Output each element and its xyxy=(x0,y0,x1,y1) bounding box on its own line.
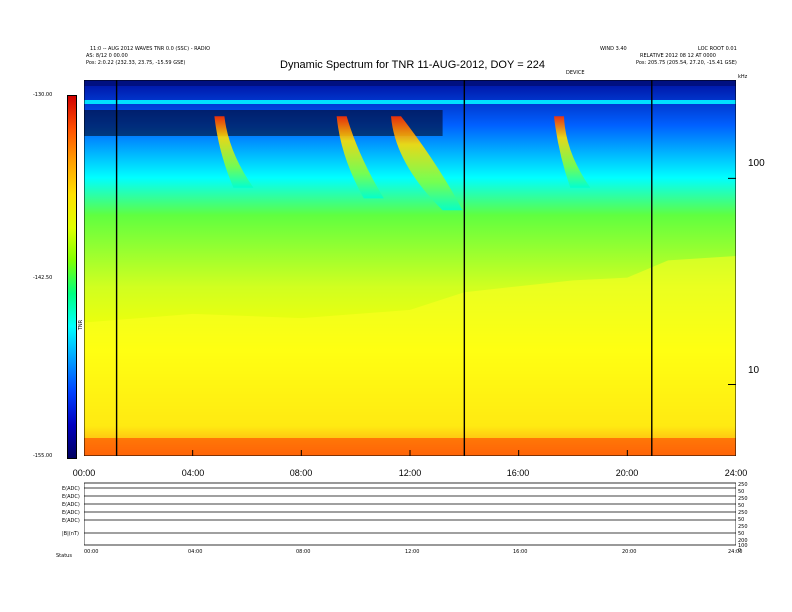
chart-title: Dynamic Spectrum for TNR 11-AUG-2012, DO… xyxy=(280,59,546,71)
header-right-1: WIND 3.40 xyxy=(600,46,627,52)
top-band-cyan xyxy=(84,100,736,104)
right-label-2: 250 xyxy=(738,496,748,502)
panel-x-tick-2: 08:00 xyxy=(296,549,311,555)
right-label-4: 250 xyxy=(738,510,748,516)
corner-label: kHz xyxy=(738,74,748,80)
right-label-9: 100 xyxy=(738,543,748,549)
header-right-2: LOC ROOT 0.01 xyxy=(698,46,737,52)
yellow-region xyxy=(84,256,736,456)
right-label-6: 250 xyxy=(738,524,748,530)
colorbar-tick-max: -130.00 xyxy=(33,92,53,98)
x-tick-2: 08:00 xyxy=(289,468,313,478)
radio-burst-2 xyxy=(336,116,384,199)
row-label-5: E(ADC) xyxy=(62,518,80,524)
radio-burst-3 xyxy=(390,116,463,211)
row-label-4: E(ADC) xyxy=(62,510,80,516)
radio-burst-4 xyxy=(553,116,591,188)
x-tick-5: 20:00 xyxy=(615,468,639,478)
panels-frame xyxy=(84,482,736,546)
spectrogram-plot xyxy=(84,80,736,456)
top-band-black xyxy=(84,110,443,136)
colorbar-tick-mid: -142.50 xyxy=(33,275,53,281)
bottom-red-band xyxy=(84,438,736,456)
event-tag: DEVICE xyxy=(566,70,585,76)
x-tick-0: 00:00 xyxy=(72,468,96,478)
row-label-3: E(ADC) xyxy=(62,502,80,508)
right-label-5: 50 xyxy=(738,517,745,523)
y-tick-100: 100 xyxy=(748,158,765,169)
header-right-3: RELATIVE 2012 08 12 AT 0000 xyxy=(640,53,716,59)
right-label-3: 50 xyxy=(738,503,745,509)
colorbar-tick-min: -155.00 xyxy=(33,453,53,459)
row-label-1: E(ADC) xyxy=(62,486,80,492)
header-right-4: Pos: 205.75 (205.54, 27.20, -15.41 GSE) xyxy=(636,60,737,66)
lower-panels xyxy=(84,482,736,546)
right-label-1: 50 xyxy=(738,489,745,495)
x-tick-6: 24:00 xyxy=(724,468,748,478)
top-band-dark xyxy=(84,80,736,86)
x-tick-1: 04:00 xyxy=(181,468,205,478)
row-label-2: E(ADC) xyxy=(62,494,80,500)
panel-x-tick-1: 04:00 xyxy=(188,549,203,555)
panel-x-tick-4: 16:00 xyxy=(513,549,528,555)
panel-x-tick-3: 12:00 xyxy=(405,549,420,555)
panel-x-tick-5: 20:00 xyxy=(622,549,637,555)
x-tick-4: 16:00 xyxy=(506,468,530,478)
colorbar xyxy=(67,95,77,459)
header-line-3: Pos: 2:0.22 (232.33, 23.75, -15.59 GSE) xyxy=(86,60,186,66)
radio-burst-1 xyxy=(214,116,254,188)
x-tick-3: 12:00 xyxy=(398,468,422,478)
right-label-7: 50 xyxy=(738,531,745,537)
right-label-10: 0 xyxy=(738,548,742,554)
panel-x-tick-0: 00:00 xyxy=(84,549,99,555)
panel-x-tick-6: 24:00 xyxy=(728,549,743,555)
header-line-1: 11:0 -- AUG 2012 WAVES TNR 0.0 (SSC) - R… xyxy=(90,46,211,52)
footer-status: Status xyxy=(56,553,72,559)
right-label-8: 200 xyxy=(738,538,748,544)
header-line-2: AS: 8/12 0 00.00 xyxy=(86,53,128,59)
right-label-0: 250 xyxy=(738,482,748,488)
row-label-6: |B|(nT) xyxy=(62,531,79,537)
y-tick-10: 10 xyxy=(748,365,760,376)
